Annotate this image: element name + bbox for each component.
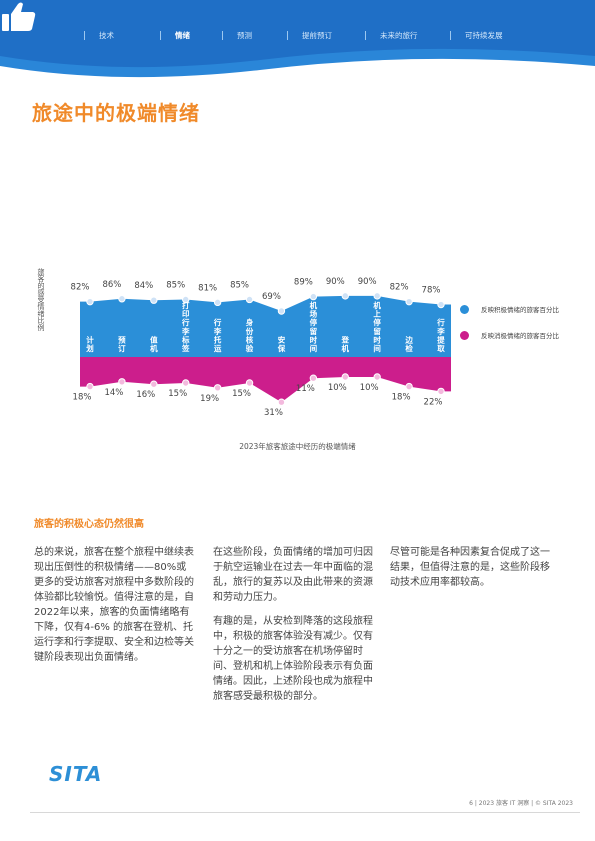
positive-value-label: 85% [230, 280, 249, 290]
top-nav: 技术 情绪 预测 提前预订 未来的旅行 可持续发展 [84, 30, 530, 41]
negative-value-label: 18% [392, 393, 411, 403]
positive-value-label: 86% [102, 280, 121, 290]
y-axis-label: 旅客的感受情绪比例 [37, 268, 45, 331]
negative-value-label: 15% [232, 389, 251, 399]
negative-point [405, 382, 413, 391]
paragraph: 有趣的是，从安检到降落的这段旅程中，积极的旅客体验没有减少。仅有十分之一的受访旅… [213, 616, 373, 702]
negative-point [182, 379, 190, 387]
negative-point [118, 378, 126, 386]
category-label: 值机 [150, 334, 158, 353]
positive-point [341, 292, 349, 300]
negative-point [309, 374, 318, 382]
negative-value-label: 15% [168, 389, 187, 399]
positive-point [309, 292, 318, 301]
nav-item-tech[interactable]: 技术 [84, 30, 160, 41]
emotion-chart: 82% 18% 计划 86% 14% 预订 84% 16% 值机 85% 15% 打印行李标签 81% 1… [71, 277, 451, 418]
category-label: 打印行李标签 [181, 300, 190, 353]
positive-point [373, 292, 381, 300]
negative-point [341, 373, 349, 381]
positive-point [277, 307, 286, 315]
y-axis-label-wrap: 旅客的感受情绪比例 [30, 268, 46, 358]
positive-point [150, 296, 158, 304]
nav-item-forecast[interactable]: 预测 [222, 30, 287, 41]
chart-caption: 2023年旅客旅途中经历的极端情绪 [239, 442, 356, 451]
page-title: 旅途中的极端情绪 [32, 101, 200, 125]
negative-point [213, 384, 222, 392]
negative-area [80, 357, 451, 403]
positive-value-label: 84% [134, 281, 153, 291]
negative-point [86, 382, 94, 391]
negative-value-label: 11% [296, 384, 315, 394]
negative-point [373, 373, 381, 381]
chart-legend: 反映积极情绪的旅客百分比 反映消极情绪的旅客百分比 [460, 302, 559, 354]
positive-point [405, 297, 413, 306]
positive-value-label: 90% [358, 277, 377, 287]
legend-label-positive: 反映积极情绪的旅客百分比 [481, 306, 559, 314]
section-heading: 旅客的积极心态仍然很高 [34, 519, 144, 530]
positive-area [80, 295, 451, 357]
negative-point [245, 379, 254, 387]
nav-item-early-booking[interactable]: 提前预订 [287, 30, 365, 41]
negative-value-label: 14% [104, 388, 123, 398]
negative-point [277, 398, 286, 406]
category-label: 预订 [118, 334, 126, 353]
sita-logo: SITA [49, 762, 103, 786]
category-label: 行李托运 [213, 317, 222, 353]
category-label: 机场停留时间 [310, 300, 318, 353]
positive-point [245, 295, 254, 304]
negative-value-label: 31% [264, 408, 283, 418]
positive-point [182, 295, 190, 304]
nav-item-sustainability[interactable]: 可持续发展 [450, 30, 530, 41]
legend-item-negative: 反映消极情绪的旅客百分比 [460, 328, 559, 342]
positive-value-label: 82% [71, 283, 90, 293]
page-footer: 6 | 2023 旅客 IT 洞察 | © SITA 2023 [469, 800, 573, 807]
negative-value-label: 10% [328, 383, 347, 393]
category-label: 机上停留时间 [373, 300, 381, 353]
thumbs-up-icon [2, 2, 36, 31]
category-label: 登机 [341, 334, 350, 353]
positive-value-label: 85% [166, 280, 185, 290]
positive-point [118, 295, 126, 303]
negative-value-label: 16% [136, 390, 155, 400]
category-label: 身份核验 [246, 317, 254, 353]
negative-value-label: 18% [73, 393, 92, 403]
category-label: 边检 [404, 334, 413, 353]
positive-value-label: 69% [262, 292, 281, 302]
category-label: 计划 [86, 334, 94, 353]
negative-value-label: 22% [424, 397, 443, 407]
text-column-2: 在这些阶段，负面情绪的增加可归因于航空运输业在过去一年中面临的混乱，旅行的复苏以… [213, 545, 375, 713]
positive-value-label: 81% [198, 283, 217, 293]
header-wave [0, 0, 595, 78]
positive-point [86, 297, 94, 306]
paragraph: 尽管可能是各种因素复合促成了这一结果，但值得注意的是，这些阶段移动技术应用率都较… [390, 547, 550, 588]
positive-point [213, 298, 222, 307]
paragraph: 总的来说，旅客在整个旅程中继续表现出压倒性的积极情绪——80%或更多的受访旅客对… [34, 547, 194, 663]
legend-dot-negative [460, 330, 469, 340]
negative-value-label: 19% [200, 394, 219, 404]
positive-value-label: 82% [390, 283, 409, 293]
positive-value-label: 89% [294, 278, 313, 288]
text-column-1: 总的来说，旅客在整个旅程中继续表现出压倒性的积极情绪——80%或更多的受访旅客对… [34, 545, 196, 674]
header-band: 技术 情绪 预测 提前预订 未来的旅行 可持续发展 [0, 0, 595, 80]
negative-point [150, 380, 158, 388]
text-column-3: 尽管可能是各种因素复合促成了这一结果，但值得注意的是，这些阶段移动技术应用率都较… [390, 545, 552, 599]
positive-point [437, 300, 445, 309]
nav-item-future-travel[interactable]: 未来的旅行 [365, 30, 450, 41]
footer-divider [30, 812, 580, 813]
negative-value-label: 10% [360, 383, 379, 393]
legend-item-positive: 反映积极情绪的旅客百分比 [460, 302, 559, 316]
positive-value-label: 78% [422, 286, 441, 296]
positive-value-label: 90% [326, 277, 345, 287]
nav-item-sentiment[interactable]: 情绪 [160, 30, 222, 41]
legend-dot-positive [460, 304, 469, 314]
legend-label-negative: 反映消极情绪的旅客百分比 [481, 332, 559, 340]
category-label: 行李提取 [436, 317, 445, 353]
paragraph: 在这些阶段，负面情绪的增加可归因于航空运输业在过去一年中面临的混乱，旅行的复苏以… [213, 547, 373, 603]
negative-point [437, 387, 445, 396]
category-label: 安保 [277, 334, 286, 353]
